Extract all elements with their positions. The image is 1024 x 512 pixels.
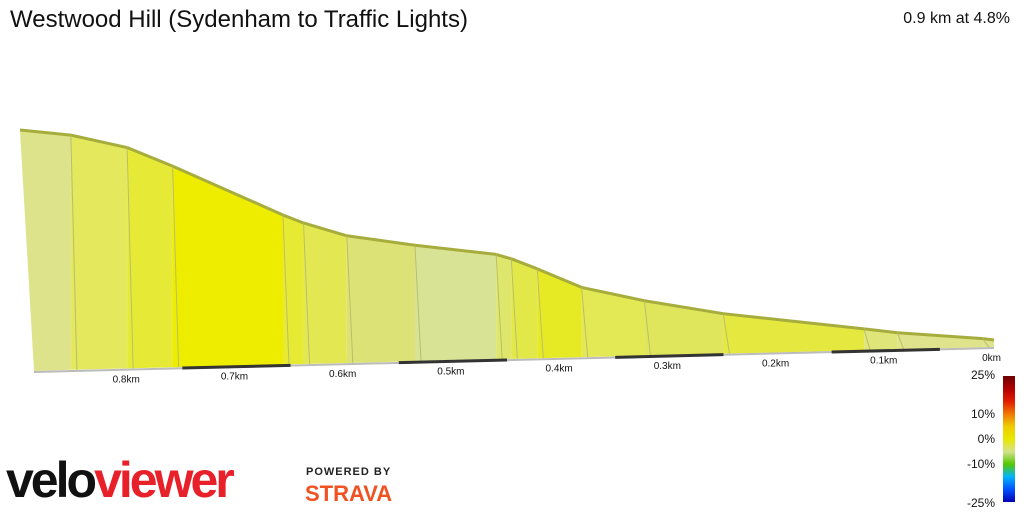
segment-divider bbox=[495, 255, 503, 360]
distance-band bbox=[831, 347, 940, 354]
distance-tick-label: 0.7km bbox=[221, 372, 248, 383]
segment-divider bbox=[303, 223, 311, 365]
segment-divider bbox=[897, 333, 905, 350]
profile-top-edge bbox=[581, 285, 645, 303]
distance-ticks: 0.8km 0.7km 0.6km 0.5km 0.4km 0.3km 0.2km 0.1km… bbox=[113, 353, 1001, 385]
gradient-segment bbox=[897, 333, 984, 350]
profile-top-edge bbox=[510, 257, 538, 271]
segment-divider bbox=[172, 167, 180, 368]
segment-divider bbox=[581, 288, 589, 358]
distance-tick-label: 0.4km bbox=[545, 364, 572, 375]
distance-tick-label: 0.6km bbox=[329, 369, 356, 380]
gradient-legend-labels: 25% 10% 0% -10% -25% bbox=[967, 368, 995, 510]
gradient-legend-bar bbox=[1003, 376, 1015, 502]
strava-logo[interactable]: STRAVA bbox=[305, 481, 393, 506]
gradient-segment bbox=[496, 255, 512, 360]
profile-top-edge bbox=[982, 337, 995, 342]
gradient-segment bbox=[511, 259, 538, 359]
gradient-segment bbox=[537, 269, 582, 359]
profile-top-edge bbox=[536, 267, 583, 289]
segment-divider bbox=[536, 269, 544, 359]
distance-tick-label: 0.3km bbox=[654, 361, 681, 372]
profile-top-edge bbox=[414, 243, 497, 256]
distance-band bbox=[182, 363, 291, 370]
gradient-segment bbox=[723, 314, 865, 354]
segment-divider bbox=[722, 314, 730, 354]
distance-tick-label: 0.5km bbox=[437, 366, 464, 377]
profile-top-edge bbox=[897, 331, 984, 341]
profile-top-edge bbox=[495, 252, 512, 261]
gradient-legend-label: 10% bbox=[971, 407, 995, 421]
gradient-segment bbox=[415, 246, 497, 362]
gradient-legend-label: 25% bbox=[971, 368, 995, 382]
profile-top-edge bbox=[171, 164, 284, 217]
distance-tick-label: 0km bbox=[982, 353, 1001, 364]
gradient-segment bbox=[864, 329, 898, 351]
logo-part-velo: velo bbox=[6, 452, 97, 508]
gradient-segment bbox=[644, 301, 724, 356]
profile-top-edge bbox=[863, 327, 898, 335]
segment-divider bbox=[414, 246, 422, 362]
gradient-segment bbox=[70, 136, 128, 370]
gradient-segment bbox=[303, 223, 347, 365]
profile-top-edge bbox=[346, 234, 416, 247]
gradient-segment bbox=[346, 236, 416, 363]
distance-tick-label: 0.8km bbox=[113, 374, 140, 385]
segment-divider bbox=[643, 301, 651, 356]
segment-divider bbox=[282, 215, 290, 365]
gradient-legend-label: 0% bbox=[978, 432, 996, 446]
segment-summary: 0.9 km at 4.8% bbox=[903, 10, 1010, 27]
distance-band bbox=[398, 358, 508, 365]
gradient-segment bbox=[172, 167, 283, 368]
profile-top-edge bbox=[303, 221, 348, 238]
gradient-segment bbox=[127, 148, 173, 369]
distance-tick-label: 0.1km bbox=[870, 356, 897, 367]
profile-top-edge bbox=[126, 146, 174, 168]
segment-divider bbox=[863, 329, 871, 351]
distance-band bbox=[615, 353, 724, 359]
gradient-segment bbox=[581, 288, 645, 358]
segment-divider bbox=[346, 236, 354, 363]
gradient-segments bbox=[20, 131, 994, 371]
segment-divider bbox=[510, 259, 518, 359]
gradient-segment bbox=[282, 215, 304, 365]
distance-axis bbox=[33, 347, 995, 373]
profile-top-edge bbox=[644, 299, 724, 316]
gradient-segment bbox=[20, 131, 71, 371]
profile-top-edge bbox=[70, 133, 128, 150]
segment-dividers bbox=[19, 128, 995, 370]
gradient-segment bbox=[983, 339, 994, 348]
gradient-legend-label: -25% bbox=[967, 496, 995, 510]
profile-top-edge bbox=[723, 312, 865, 331]
veloviewer-logo[interactable]: veloviewer bbox=[6, 452, 235, 508]
powered-by-label: POWERED BY bbox=[306, 466, 392, 478]
logo-part-viewer: viewer bbox=[94, 452, 235, 508]
profile-top-edge bbox=[19, 128, 72, 137]
segment-divider bbox=[126, 148, 134, 369]
segment-divider bbox=[982, 339, 990, 348]
gradient-legend-label: -10% bbox=[967, 457, 995, 471]
profile-top-edge bbox=[282, 213, 305, 225]
chart-title: Westwood Hill (Sydenham to Traffic Light… bbox=[10, 6, 468, 33]
distance-tick-label: 0.2km bbox=[762, 358, 789, 369]
segment-divider bbox=[70, 136, 78, 370]
